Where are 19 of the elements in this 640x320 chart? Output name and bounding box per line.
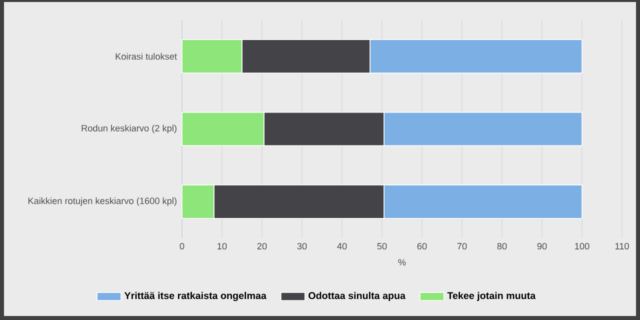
x-tick-label: 40 [337, 242, 347, 250]
x-axis-title: % [398, 259, 406, 266]
x-tick-label: 0 [180, 242, 184, 250]
legend-label: Odottaa sinulta apua [308, 292, 406, 302]
y-tick-label: Rodun keskiarvo (2 kpl) [82, 124, 176, 134]
legend-label: Yrittää itse ratkaista ongelmaa [124, 292, 267, 302]
x-tick-label: 80 [497, 242, 507, 250]
x-tick-label: 90 [537, 242, 547, 250]
x-tick-label: 20 [257, 242, 267, 250]
x-tick-label: 100 [575, 242, 590, 250]
x-tick-label: 50 [377, 242, 387, 250]
y-tick-label: Koirasi tulokset [116, 52, 177, 60]
x-tick-label: 70 [457, 242, 467, 250]
y-tick-label: Kaikkien rotujen keskiarvo (1600 kpl) [28, 197, 176, 206]
x-tick-label: 30 [297, 242, 307, 250]
x-tick-label: 10 [218, 242, 227, 250]
x-tick-label: 60 [417, 242, 427, 250]
legend-label: Tekee jotain muuta [447, 292, 536, 302]
x-tick-label: 110 [615, 242, 629, 250]
